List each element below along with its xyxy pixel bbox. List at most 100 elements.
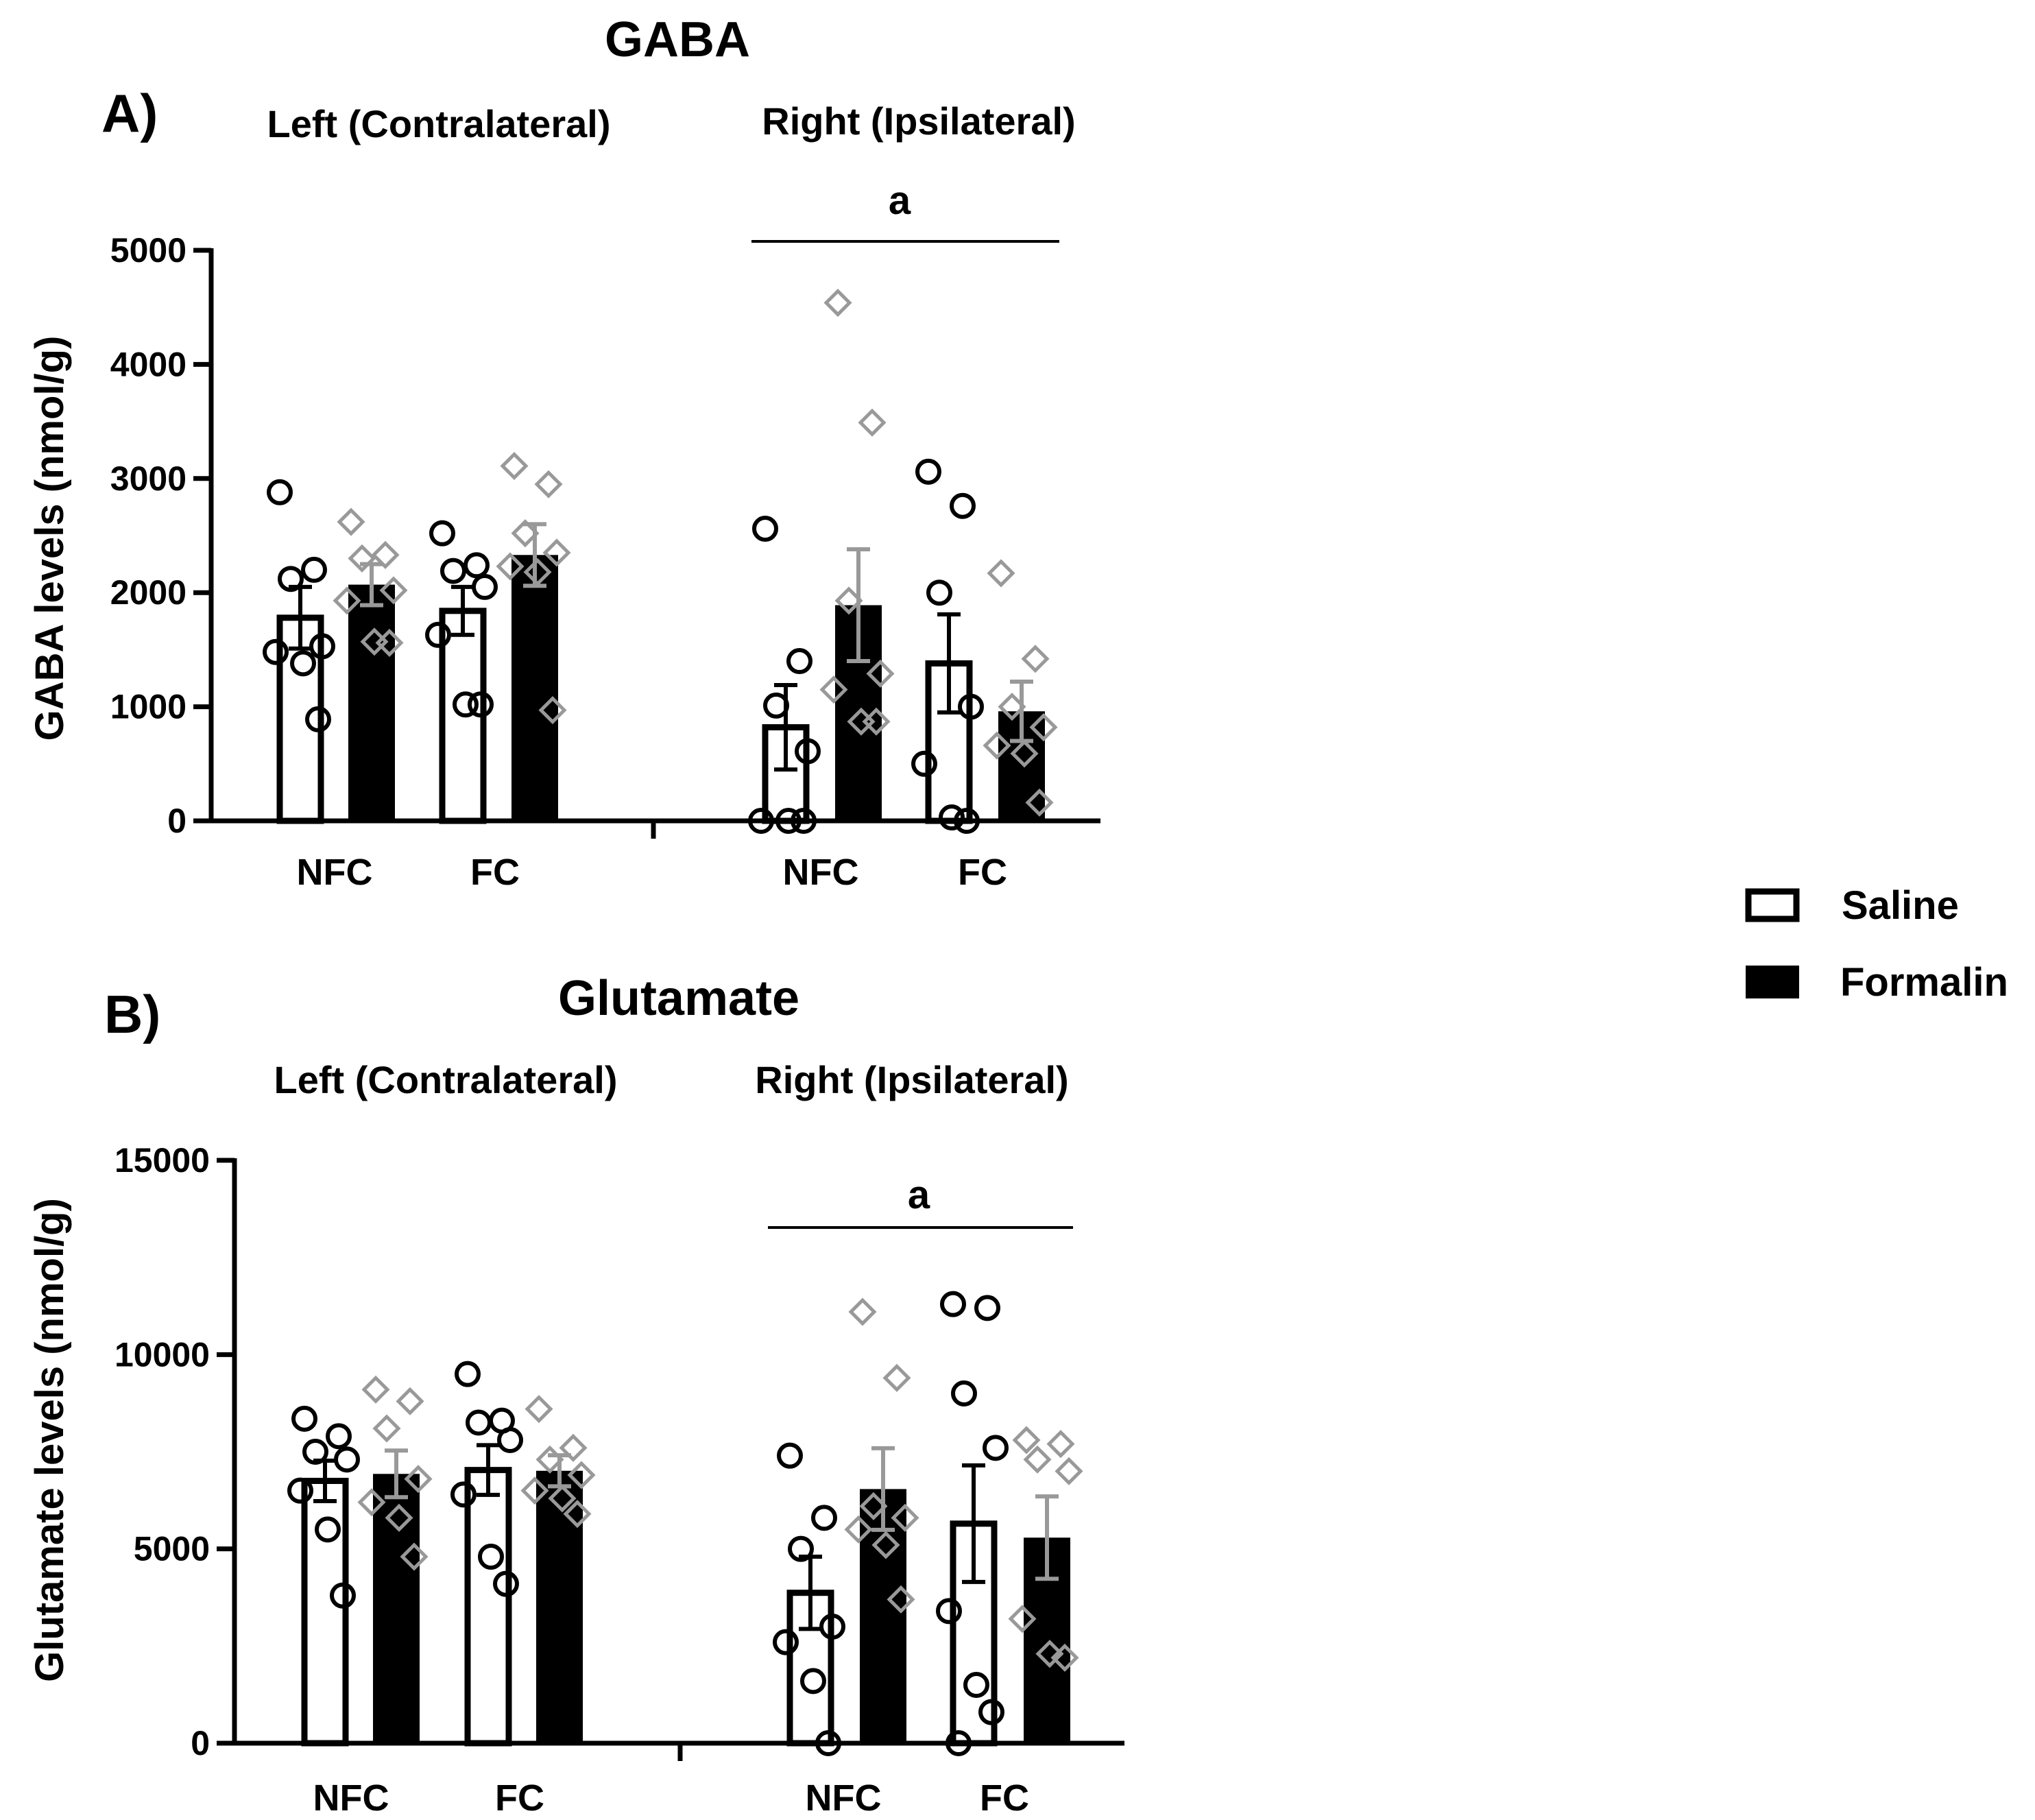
chart-a-saline-point: [915, 458, 941, 485]
chart-b-saline-point: [326, 1423, 352, 1450]
chart-b-plot: 0 5000 10000 15000 NFC FC NFC FC: [115, 1141, 1124, 1819]
chart-a-formalin-point: [819, 675, 848, 704]
chart-a-panel-label: A): [101, 83, 158, 143]
chart-b-group-right: Right (Ipsilateral): [755, 1058, 1068, 1101]
chart-b-saline-point: [334, 1446, 360, 1473]
chart-a-y-tick-label: 5000: [110, 231, 186, 270]
chart-a-saline-point: [425, 621, 451, 648]
chart-a-saline-point: [263, 638, 289, 665]
chart-a-formalin-point: [866, 659, 895, 688]
chart-b-panel-label: B): [104, 984, 160, 1044]
chart-a-formalin-point: [1025, 788, 1054, 817]
chart-a-formalin-point: [337, 507, 365, 536]
chart-a-formalin-point: [523, 558, 552, 586]
chart-b-saline-point: [287, 1477, 313, 1504]
legend-saline-swatch: [1745, 888, 1800, 922]
chart-a-saline-point: [278, 566, 304, 592]
chart-a-y-tick-label: 1000: [110, 688, 186, 726]
chart-b-formalin-point: [559, 1433, 588, 1462]
chart-a-formalin-point: [1021, 645, 1050, 673]
chart-b-saline-point: [815, 1730, 841, 1756]
legend-formalin-swatch: [1746, 966, 1799, 998]
chart-a-saline-point: [301, 556, 327, 583]
chart-b-saline-point: [478, 1544, 504, 1570]
chart-a-formalin-bar: [511, 555, 558, 821]
chart-b-formalin-point: [385, 1503, 413, 1532]
chart-a-formalin-point: [371, 540, 400, 569]
chart-b-saline-point: [963, 1672, 989, 1698]
chart-a-group-right: Right (Ipsilateral): [762, 99, 1075, 143]
chart-a-saline-point: [309, 633, 335, 660]
chart-a-saline-point: [958, 693, 984, 720]
chart-b-saline-point: [315, 1516, 341, 1543]
chart-a-formalin-point: [834, 586, 863, 615]
chart-a-saline-point: [453, 691, 479, 718]
chart-a-y-tick-label: 4000: [110, 345, 186, 383]
chart-b-saline-point: [983, 1435, 1009, 1461]
chart-a-saline-point: [748, 808, 774, 834]
chart-a-saline-point: [939, 804, 965, 831]
chart-b-formalin-point: [404, 1465, 433, 1494]
chart-a-formalin-point: [858, 408, 887, 437]
chart-a-formalin-point: [348, 544, 376, 573]
chart-b-saline-point: [302, 1439, 328, 1465]
chart-a-saline-point: [795, 738, 821, 765]
chart-a-y-tick-label: 2000: [110, 573, 186, 612]
chart-a-saline-point: [791, 808, 817, 834]
chart-b-x-tick-label: NFC: [806, 1777, 882, 1819]
chart-b-formalin-point: [567, 1461, 596, 1489]
chart-a-formalin-point: [496, 552, 525, 581]
chart-b-formalin-point: [859, 1492, 888, 1520]
chart-b-saline-point: [330, 1582, 356, 1609]
chart-a-saline-point: [950, 492, 976, 519]
chart-b-formalin-point: [1008, 1605, 1037, 1633]
chart-b-formalin-point: [1012, 1426, 1041, 1454]
chart-a-x-tick-label: FC: [470, 852, 520, 893]
chart-b-formalin-point: [1035, 1640, 1064, 1668]
chart-a-saline-point: [290, 650, 316, 677]
chart-b-saline-point: [819, 1614, 845, 1640]
chart-a-saline-point: [911, 750, 937, 777]
chart-a-plot: 0 1000 2000 3000 4000 5000 NFC FC NFC FC: [110, 231, 1100, 893]
chart-b-saline-point: [455, 1361, 481, 1387]
chart-b-x-tick-label: FC: [980, 1777, 1029, 1819]
chart-a-y-tick-label: 3000: [110, 459, 186, 498]
chart-b-formalin-bar: [373, 1474, 420, 1743]
chart-b-formalin-point: [1055, 1457, 1083, 1485]
chart-b-y-tick-label: 5000: [134, 1530, 210, 1568]
chart-b-y-tick-label: 10000: [115, 1335, 210, 1374]
chart-a-saline-point: [775, 808, 802, 834]
chart-a-formalin-point: [511, 519, 540, 548]
chart-b-saline-point: [788, 1535, 814, 1562]
chart-a-saline-point: [305, 706, 331, 732]
chart-b-title: Glutamate: [558, 971, 799, 1026]
chart-b-saline-bar: [464, 1467, 512, 1747]
chart-b-y-tick-label: 15000: [115, 1141, 210, 1180]
chart-b-formalin-point: [396, 1387, 424, 1415]
chart-b-group-left: Left (Contralateral): [274, 1058, 618, 1101]
chart-b-saline-point: [940, 1291, 966, 1317]
legend-saline-label: Saline: [1842, 883, 1959, 928]
chart-a-formalin-point: [998, 693, 1026, 721]
chart-a-saline-point: [267, 479, 293, 505]
chart-a-formalin-point: [823, 289, 852, 318]
chart-b-saline-point: [951, 1380, 977, 1406]
chart-b-x-tick-label: FC: [495, 1777, 544, 1819]
chart-b-saline-point: [974, 1295, 1000, 1321]
chart-b-formalin-point: [882, 1363, 911, 1392]
chart-b-formalin-point: [1023, 1445, 1052, 1474]
chart-b-saline-point: [493, 1570, 519, 1597]
chart-b-formalin-point: [871, 1531, 900, 1559]
chart-a-saline-point: [954, 808, 980, 834]
chart-b-formalin-point: [563, 1500, 592, 1529]
chart-a-formalin-point: [375, 628, 404, 657]
chart-a-saline-point: [786, 648, 812, 675]
chart-a-y-axis-label: GABA levels (nmol/g): [27, 336, 72, 741]
chart-b-significance-label: a: [908, 1173, 930, 1217]
chart-b-formalin-point: [848, 1297, 877, 1326]
chart-b-saline-point: [450, 1481, 477, 1508]
chart-a-group-left: Left (Contralateral): [267, 102, 611, 145]
chart-a-formalin-point: [333, 586, 361, 615]
chart-b-formalin-point: [525, 1395, 553, 1424]
chart-a-title: GABA: [605, 12, 750, 67]
